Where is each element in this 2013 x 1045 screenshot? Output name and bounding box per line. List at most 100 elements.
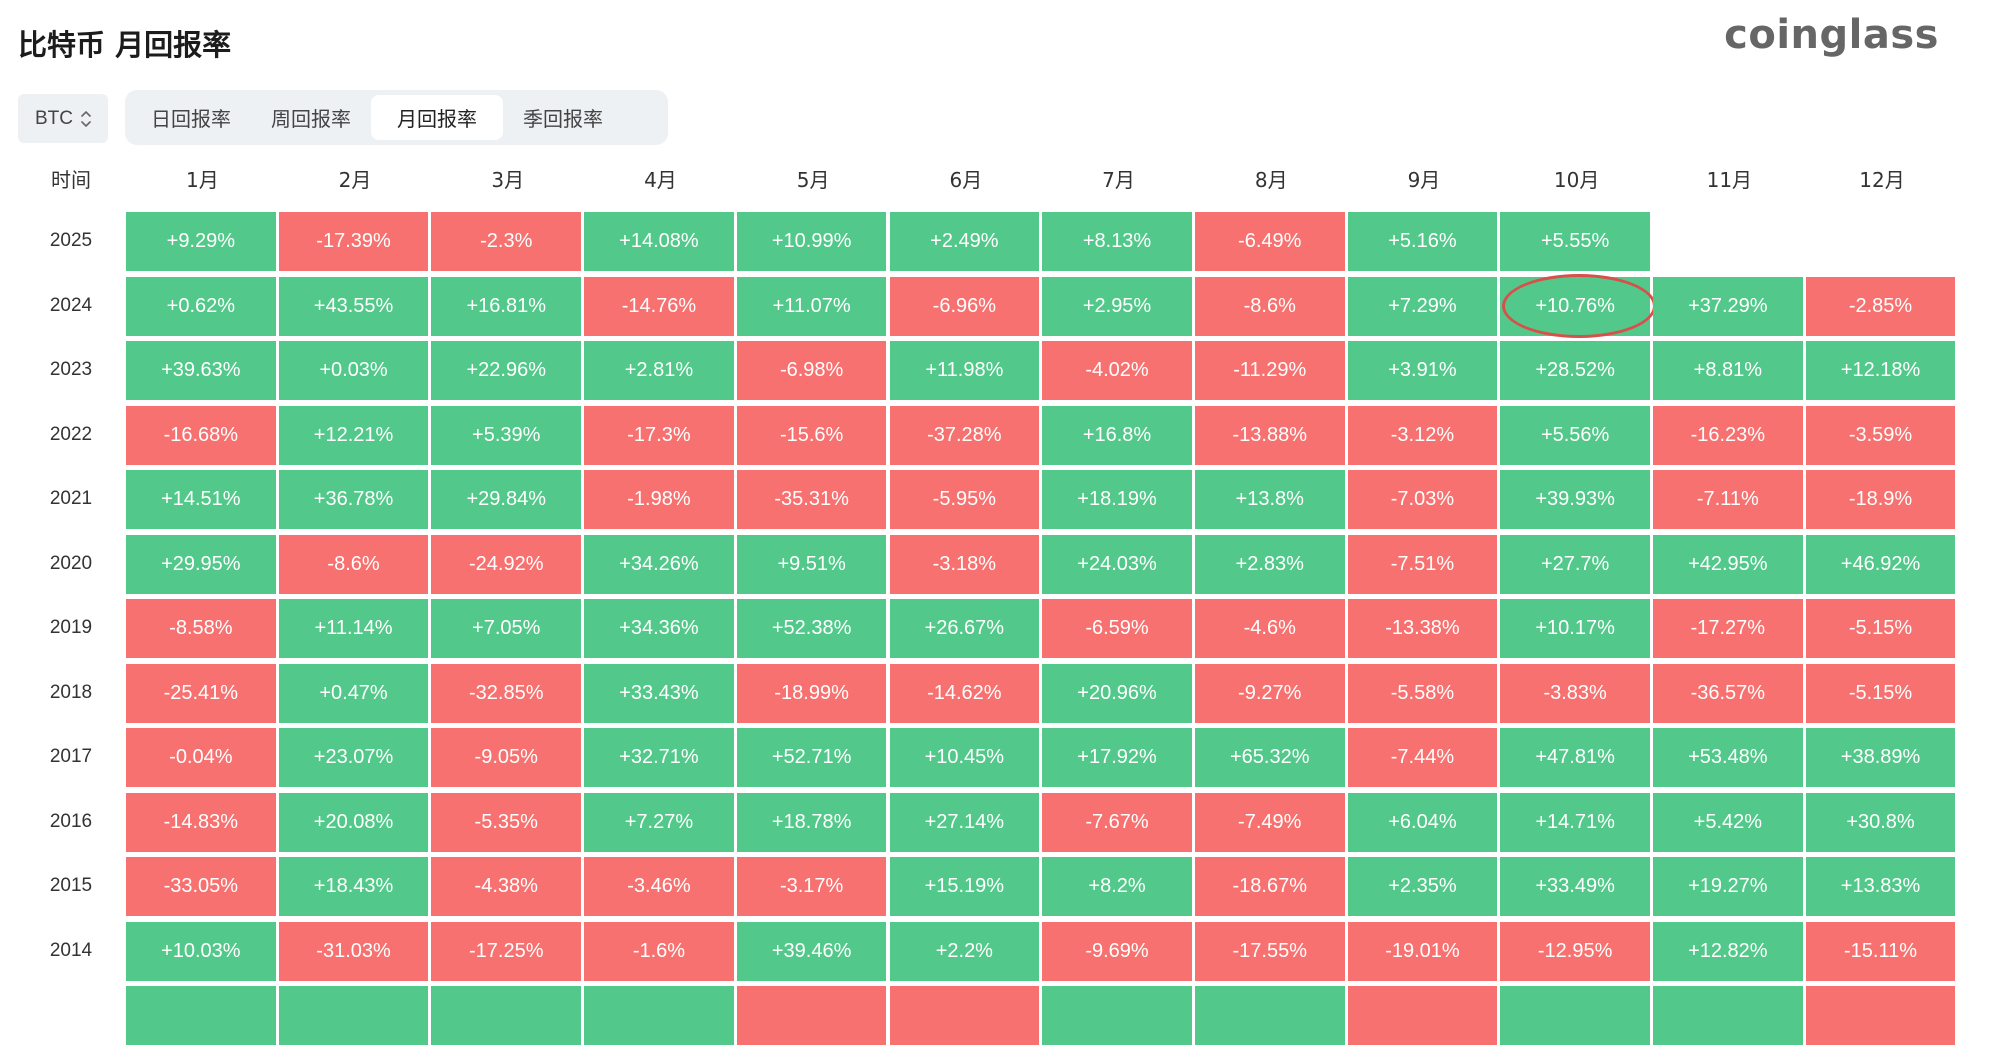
tab-monthly-return[interactable]: 月回报率	[371, 95, 503, 140]
month-header: 11月	[1706, 168, 1753, 192]
return-cell: +8.81%	[1653, 341, 1803, 400]
return-cell-partial	[1042, 986, 1192, 1045]
month-header: 5月	[796, 168, 830, 192]
return-cell: +19.27%	[1653, 857, 1803, 916]
tab-weekly-return[interactable]: 周回报率	[271, 107, 351, 131]
tab-daily-return[interactable]: 日回报率	[151, 107, 231, 131]
month-header: 6月	[949, 168, 983, 192]
return-cell: +5.16%	[1347, 212, 1498, 271]
year-label: 2017	[49, 746, 93, 767]
asset-select[interactable]: BTC	[18, 94, 108, 143]
return-cell: -17.55%	[1194, 921, 1345, 981]
return-cell: -17.3%	[584, 405, 734, 465]
return-cell: +5.55%	[1500, 212, 1650, 271]
return-cell: -36.57%	[1653, 663, 1803, 723]
return-cell: +7.29%	[1347, 276, 1498, 336]
return-cell: -8.6%	[1194, 276, 1345, 336]
return-cell: +11.98%	[889, 341, 1040, 400]
return-cell: -31.03%	[278, 921, 429, 981]
return-cell: -7.49%	[1194, 792, 1345, 852]
return-cell: -6.59%	[1042, 599, 1192, 658]
return-cell: +39.63%	[126, 341, 276, 400]
return-cell: +16.81%	[431, 276, 582, 336]
return-cell: -33.05%	[126, 857, 276, 916]
return-cell: +20.96%	[1042, 663, 1192, 723]
return-cell: +0.47%	[278, 663, 429, 723]
year-label: 2016	[49, 810, 93, 832]
return-cell: -16.68%	[126, 405, 276, 465]
return-cell: +23.07%	[278, 728, 429, 787]
return-cell: -16.23%	[1653, 405, 1803, 465]
return-cell: -7.44%	[1347, 728, 1498, 787]
return-cell-partial	[1500, 986, 1650, 1045]
return-cell: +27.14%	[889, 792, 1040, 852]
return-cell: +22.96%	[431, 341, 582, 400]
return-cell: +27.7%	[1500, 534, 1650, 594]
month-header: 1月	[185, 168, 219, 192]
return-cell: +42.95%	[1653, 534, 1803, 594]
return-cell: +36.78%	[278, 470, 429, 529]
return-cell: -6.49%	[1194, 212, 1345, 271]
return-cell: -14.76%	[584, 276, 734, 336]
month-header: 4月	[644, 168, 677, 192]
return-cell: +0.03%	[278, 341, 429, 400]
return-cell: +14.71%	[1500, 792, 1650, 852]
return-cell: -15.6%	[736, 405, 887, 465]
return-cell: -4.02%	[1042, 341, 1192, 400]
return-cell: +18.78%	[736, 792, 887, 852]
return-cell: -2.3%	[431, 212, 582, 271]
month-header: 2月	[338, 168, 372, 192]
return-cell: -17.25%	[431, 921, 582, 981]
return-cell-partial	[1805, 986, 1956, 1045]
return-cell: -6.98%	[736, 341, 887, 400]
return-cell: -2.85%	[1805, 276, 1956, 336]
return-cell: +33.49%	[1500, 857, 1650, 916]
return-cell: -17.27%	[1653, 599, 1803, 658]
year-label: 2018	[49, 681, 93, 703]
return-cell: -14.62%	[889, 663, 1040, 723]
return-cell: -13.38%	[1347, 599, 1498, 658]
return-cell: +46.92%	[1805, 534, 1956, 594]
return-cell: +13.83%	[1805, 857, 1956, 916]
year-label: 2019	[49, 617, 93, 638]
return-cell-partial	[1347, 986, 1498, 1045]
return-cell: +12.82%	[1653, 921, 1803, 981]
return-cell: -5.15%	[1805, 599, 1956, 658]
return-cell: +8.13%	[1042, 212, 1192, 271]
return-cell-partial	[1194, 986, 1345, 1045]
coinglass-logo: coinglass	[1724, 12, 1939, 58]
year-label: 2023	[49, 359, 93, 380]
return-cell: -37.28%	[889, 405, 1040, 465]
return-cell: +5.39%	[431, 405, 582, 465]
return-cell: +17.92%	[1042, 728, 1192, 787]
return-cell: -35.31%	[736, 470, 887, 529]
return-cell: +39.46%	[736, 921, 887, 981]
chevron-up-down-icon	[81, 110, 91, 128]
return-cell: -11.29%	[1194, 341, 1345, 400]
return-cell: -8.6%	[278, 534, 429, 594]
return-cell: -17.39%	[278, 212, 429, 271]
return-cell: -3.17%	[736, 857, 887, 916]
return-cell: +18.19%	[1042, 470, 1192, 529]
return-cell: +8.2%	[1042, 857, 1192, 916]
return-cell: -3.59%	[1805, 405, 1956, 465]
return-cell: +28.52%	[1500, 341, 1650, 400]
return-cell-partial	[278, 986, 429, 1045]
return-cell: -18.67%	[1194, 857, 1345, 916]
return-cell: +10.76%	[1500, 276, 1650, 336]
return-cell: -8.58%	[126, 599, 276, 658]
return-cell: -1.98%	[584, 470, 734, 529]
return-cell: +10.03%	[126, 921, 276, 981]
return-cell: +14.51%	[126, 470, 276, 529]
return-cell: +30.8%	[1805, 792, 1956, 852]
return-cell: -18.9%	[1805, 470, 1956, 529]
year-label: 2024	[49, 294, 93, 316]
return-cell: +9.29%	[126, 212, 276, 271]
month-header: 7月	[1102, 168, 1135, 192]
return-cell: -1.6%	[584, 921, 734, 981]
return-cell: +9.51%	[736, 534, 887, 594]
return-cell: -7.03%	[1347, 470, 1498, 529]
return-cell: -7.51%	[1347, 534, 1498, 594]
month-header: 9月	[1407, 168, 1441, 192]
tab-quarterly-return[interactable]: 季回报率	[523, 107, 603, 131]
